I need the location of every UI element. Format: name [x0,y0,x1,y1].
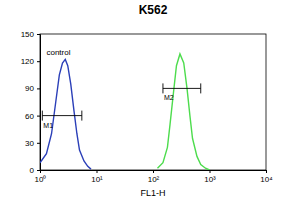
x-tick: 10⁴ [260,170,273,184]
gate-label: M2 [164,94,174,101]
x-tick-label: 10¹ [91,175,103,184]
x-tick-mark [97,170,98,173]
title: K562 [139,3,168,17]
x-tick-mark [153,170,154,173]
y-tick-label: 90 [25,84,34,93]
x-axis-line [41,171,267,174]
y-axis: 0 30 60 90 120 150 [21,30,41,175]
x-tick-label: 10⁴ [260,175,273,184]
gate-marker [163,83,201,93]
x-tick: 10¹ [91,170,103,184]
x-axis: 10⁰ 10¹ 10² 10³ 10⁴ [35,170,274,184]
x-tick: 10² [148,170,160,184]
y-tick: 150 [21,30,40,39]
y-tick-label: 0 [30,166,35,175]
y-axis-line [37,35,41,171]
x-tick: 10³ [204,170,216,184]
y-tick: 30 [25,139,40,148]
x-tick-label: 10² [148,175,160,184]
series-line [157,54,209,170]
x-tick-label: 10³ [204,175,216,184]
y-tick-label: 60 [25,112,34,121]
series-line [40,59,91,169]
chart: 10⁰ 10¹ 10² 10³ 10⁴ 0 30 60 90 120 150 M1 M2 control K… [0,0,300,200]
y-tick-label: 150 [21,30,35,39]
y-tick: 90 [25,84,40,93]
y-tick: 0 [30,166,40,175]
plot: 10⁰ 10¹ 10² 10³ 10⁴ 0 30 60 90 120 150 M1 M2 control [21,30,274,184]
x-tick: 10⁰ [35,170,47,184]
x-tick-label: 10⁰ [35,175,47,184]
y-tick-mark [37,61,40,62]
gate-label: M1 [43,122,53,129]
y-tick-mark [37,88,40,89]
annotation: control [46,48,70,57]
frame [40,34,266,170]
y-tick-mark [37,143,40,144]
y-tick-mark [37,170,40,171]
y-tick-mark [37,34,40,35]
marks [40,54,210,170]
x-tick-mark [210,170,211,173]
y-tick: 60 [25,112,40,121]
gates: M1 M2 [42,83,200,128]
gate-marker [42,111,81,121]
x-tick-mark [266,170,267,173]
y-tick: 120 [21,57,40,66]
y-tick-label: 120 [21,57,35,66]
x-axis-title: FL1-H [140,188,165,198]
y-tick-mark [37,116,40,117]
y-tick-label: 30 [25,139,34,148]
